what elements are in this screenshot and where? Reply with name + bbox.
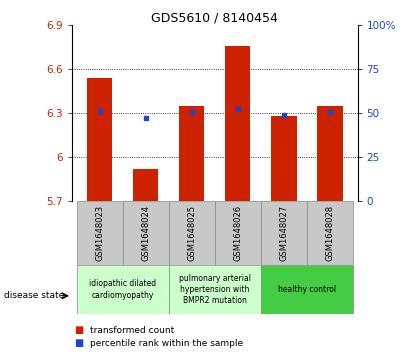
Text: pulmonary arterial
hypertension with
BMPR2 mutation: pulmonary arterial hypertension with BMP… — [179, 274, 251, 305]
Bar — [169, 265, 261, 314]
Text: transformed count: transformed count — [90, 326, 175, 335]
Bar — [179, 106, 204, 201]
Text: GSM1648025: GSM1648025 — [187, 205, 196, 261]
Bar — [76, 265, 169, 314]
Text: ■: ■ — [74, 338, 83, 348]
Text: GSM1648023: GSM1648023 — [95, 205, 104, 261]
Bar — [87, 78, 112, 201]
Bar — [169, 201, 215, 265]
Bar — [261, 265, 353, 314]
Text: healthy control: healthy control — [278, 285, 336, 294]
Bar — [271, 117, 296, 201]
Bar — [215, 201, 261, 265]
Bar — [76, 201, 122, 265]
Text: GSM1648028: GSM1648028 — [326, 205, 335, 261]
Bar — [225, 46, 250, 201]
Text: GSM1648027: GSM1648027 — [279, 205, 289, 261]
Bar — [307, 201, 353, 265]
Text: disease state: disease state — [4, 291, 65, 300]
Text: idiopathic dilated
cardiomyopathy: idiopathic dilated cardiomyopathy — [89, 280, 156, 299]
Text: GSM1648026: GSM1648026 — [233, 205, 242, 261]
Bar — [133, 169, 158, 201]
Text: ■: ■ — [74, 325, 83, 335]
Text: GSM1648024: GSM1648024 — [141, 205, 150, 261]
Bar — [122, 201, 169, 265]
Bar — [317, 106, 343, 201]
Bar — [261, 201, 307, 265]
Text: percentile rank within the sample: percentile rank within the sample — [90, 339, 244, 347]
Title: GDS5610 / 8140454: GDS5610 / 8140454 — [151, 11, 278, 24]
